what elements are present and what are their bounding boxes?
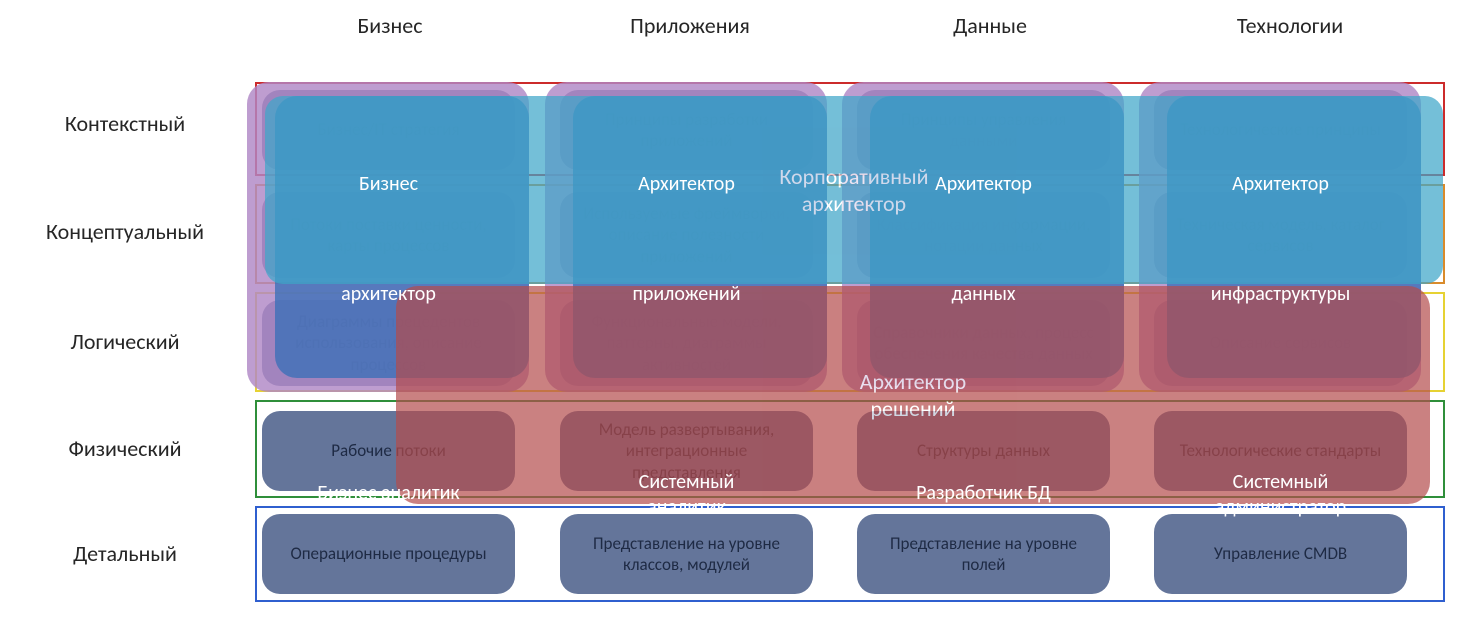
lower-role-data: Разработчик БД [857, 481, 1110, 506]
domain-architect-data-label-2: данных [857, 282, 1110, 307]
row-label-conceptual: Концептуальный [0, 218, 250, 245]
row-label-physical: Физический [0, 435, 250, 462]
row-label-contextual: Контекстный [0, 110, 250, 137]
col-header-data: Данные [910, 12, 1070, 39]
domain-architect-data-label-1: Архитектор [857, 172, 1110, 197]
col-header-business: Бизнес [310, 12, 470, 39]
solution-architect-label-2: решений [870, 395, 955, 422]
domain-architect-business-label-1: Бизнес [262, 172, 515, 197]
lower-role-tech: Системныйадминистратор [1154, 470, 1407, 520]
architecture-matrix: Бизнес Приложения Данные Технологии Конт… [0, 0, 1471, 622]
lower-role-business: Бизнес аналитик [262, 481, 515, 506]
domain-architect-apps-label-2: приложений [560, 282, 813, 307]
col-header-tech: Технологии [1190, 12, 1390, 39]
cell-detail-data: Представление на уровне полей [857, 514, 1110, 594]
domain-architect-tech-label-1: Архитектор [1154, 172, 1407, 197]
solution-architect-label-1: Архитектор [860, 368, 966, 395]
lower-role-apps: Системныйаналитик [560, 470, 813, 520]
cell-detail-apps: Представление на уровне классов, модулей [560, 514, 813, 594]
cell-detail-business: Операционные процедуры [262, 514, 515, 594]
row-label-logical: Логический [0, 328, 250, 355]
domain-architect-business-label-2: архитектор [262, 282, 515, 307]
domain-architect-apps-label-1: Архитектор [560, 172, 813, 197]
domain-architect-tech-label-2: инфраструктуры [1154, 282, 1407, 307]
row-label-detail: Детальный [0, 540, 250, 567]
cell-detail-tech: Управление CMDB [1154, 514, 1407, 594]
col-header-apps: Приложения [590, 12, 790, 39]
